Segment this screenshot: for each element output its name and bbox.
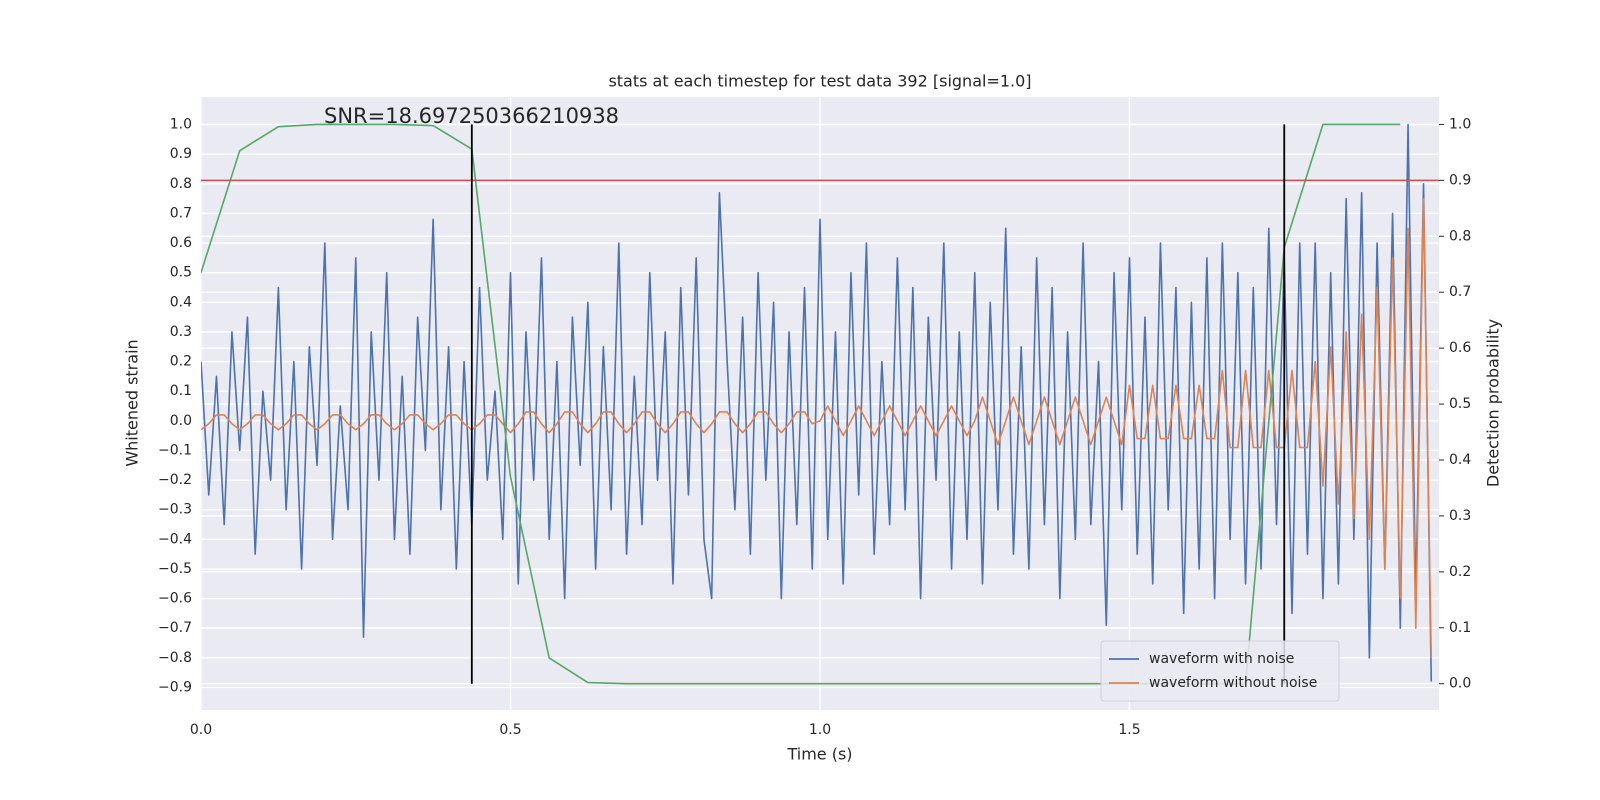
series-line [201, 123, 1433, 682]
legend-box [1100, 640, 1340, 702]
y-tick-label: −0.6 [158, 591, 192, 607]
y-tick-label: 0.0 [170, 413, 192, 429]
legend-label: waveform with noise [1149, 651, 1294, 667]
legend: waveform with noise waveform without nois… [1100, 640, 1340, 702]
y2-tick-label: 0.7 [1449, 284, 1471, 300]
y-tick-label: 0.6 [170, 235, 192, 251]
y-axis-label: Whitened strain [123, 339, 142, 466]
y2-tick-label: 0.8 [1449, 228, 1471, 244]
y2-tick-label: 0.3 [1449, 508, 1471, 524]
chart-title: stats at each timestep for test data 392… [608, 72, 1031, 91]
y2-tick-label: 0.4 [1449, 452, 1471, 468]
y2-tick-label: 1.0 [1449, 116, 1471, 132]
y-tick-label: 0.5 [170, 265, 192, 281]
y2-tick-label: 0.5 [1449, 396, 1471, 412]
grid [200, 97, 1439, 710]
y-tick-label: 0.4 [170, 294, 192, 310]
x-tick-label: 1.5 [1118, 722, 1140, 738]
y-tick-label: −0.8 [158, 650, 192, 666]
labels: 0.0 0.5 1.0 1.5 −0.9 −0.8 −0.7 −0.6 −0.5 −0.4 −0.3… [158, 116, 1471, 738]
x-tick-label: 1.0 [809, 722, 831, 738]
y-tick-label: −0.2 [158, 472, 192, 488]
y-tick-label: −0.3 [158, 502, 192, 518]
x-tick-label: 0.5 [499, 722, 521, 738]
y2-tick-label: 0.2 [1449, 564, 1471, 580]
y-tick-label: 0.3 [170, 324, 192, 340]
y2-tick-label: 0.0 [1449, 676, 1471, 692]
y-tick-label: −0.5 [158, 561, 192, 577]
y-tick-label: −0.1 [158, 442, 192, 458]
y-tick-label: 0.1 [170, 383, 192, 399]
y-tick-label: −0.4 [158, 531, 192, 547]
y-tick-label: 1.0 [170, 117, 192, 133]
y-tick-label: −0.9 [158, 679, 192, 695]
y-tick-label: 0.9 [170, 146, 192, 162]
legend-label: waveform without noise [1149, 675, 1317, 691]
series-line [201, 197, 1433, 658]
x-tick-label: 0.0 [190, 722, 212, 738]
x-axis-label: Time (s) [786, 745, 852, 764]
y-tick-label: 0.7 [170, 205, 192, 221]
y-tick-label: −0.7 [158, 620, 192, 636]
y-tick-label: 0.2 [170, 354, 192, 370]
y-tick-label: 0.8 [170, 176, 192, 192]
y2-axis-label: Detection probability [1484, 319, 1503, 487]
y2-tick-label: 0.6 [1449, 340, 1471, 356]
y2-tick-label: 0.9 [1449, 172, 1471, 188]
y2-tick-label: 0.1 [1449, 620, 1471, 636]
annotation: SNR=18.697250366210938 [324, 104, 619, 128]
